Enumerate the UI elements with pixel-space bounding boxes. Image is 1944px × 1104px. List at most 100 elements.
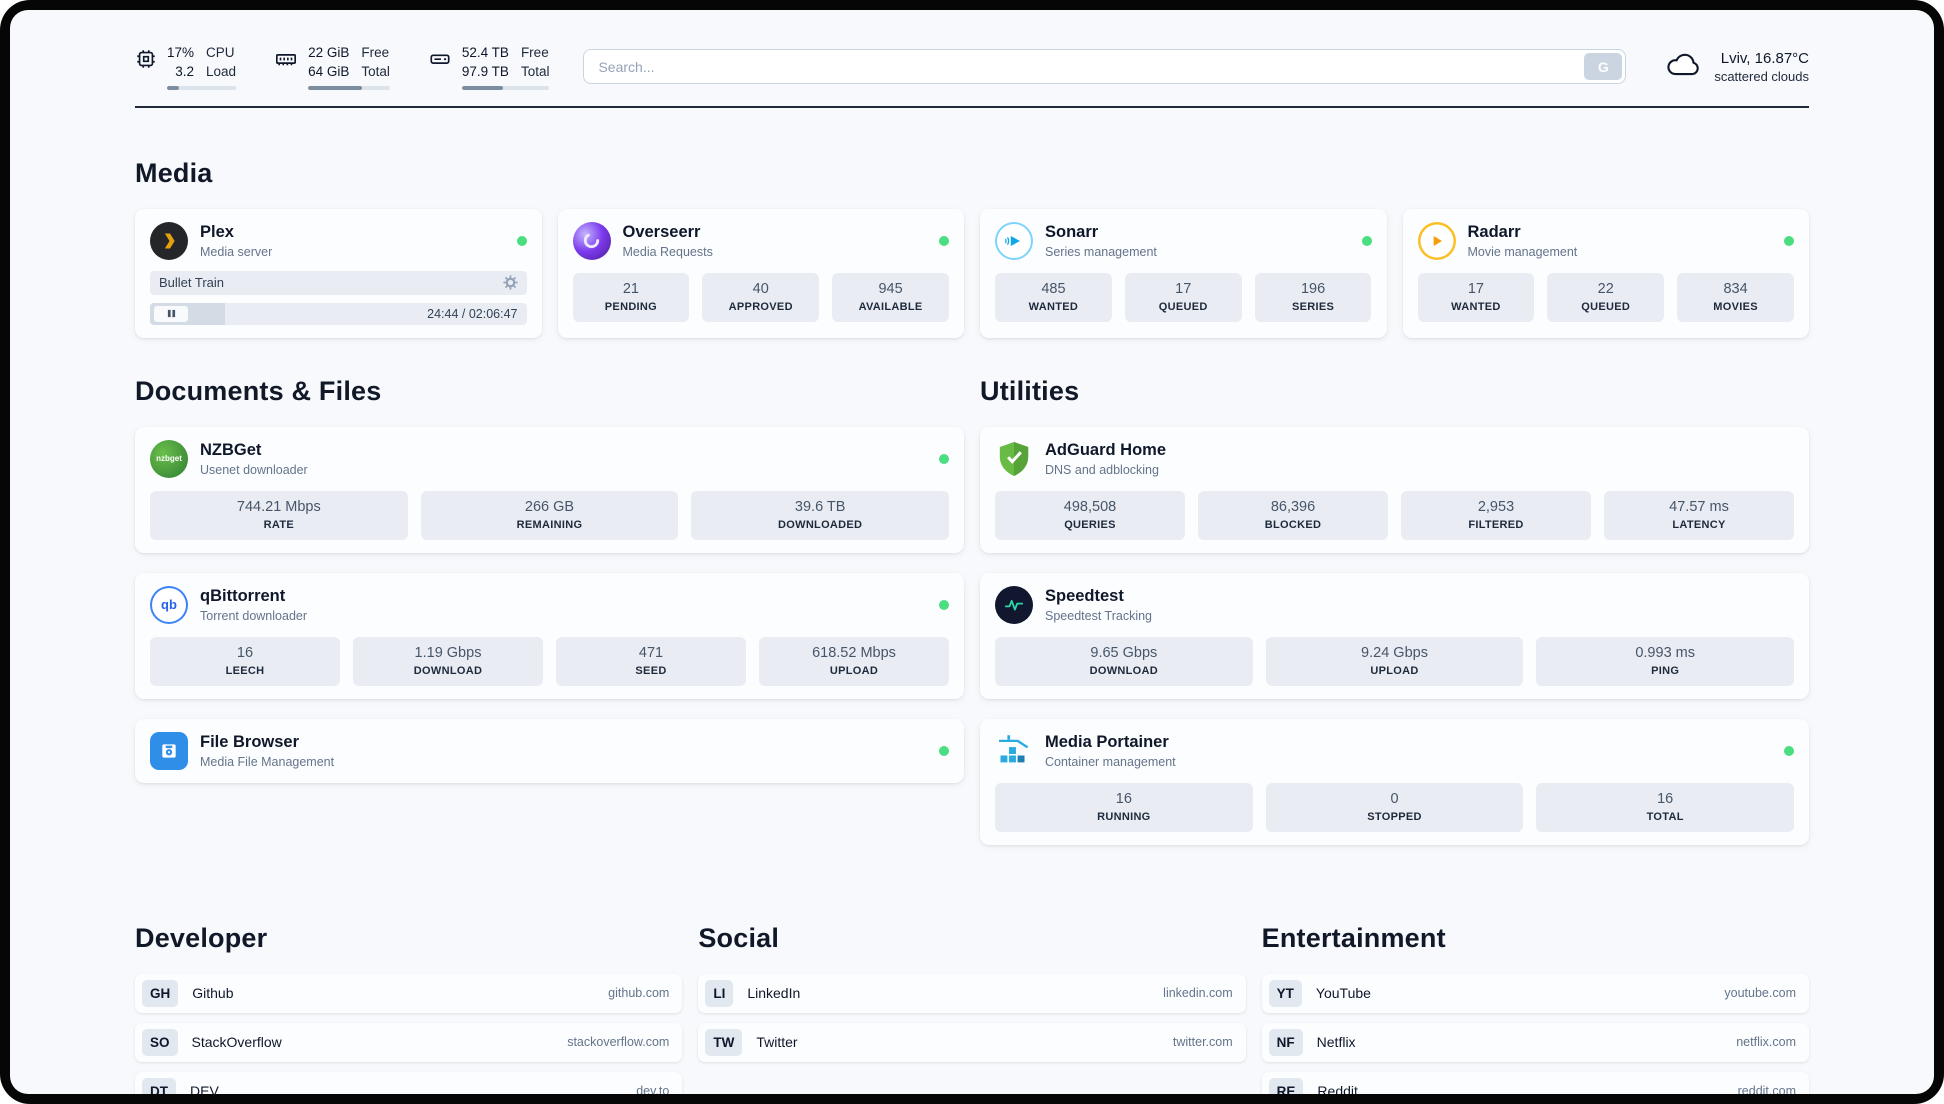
bookmark-abbr: GH	[142, 979, 179, 1007]
bookmark-github[interactable]: GH Github github.com	[135, 973, 683, 1013]
section-title-social: Social	[698, 922, 780, 953]
search-engine-button[interactable]: G	[1584, 53, 1623, 81]
stat-label: BLOCKED	[1264, 518, 1322, 531]
bookmark-youtube[interactable]: YT YouTube youtube.com	[1261, 973, 1809, 1013]
stat-value: 9.65 Gbps	[1090, 644, 1158, 661]
playback-time: 24:44 / 02:06:47	[427, 306, 518, 321]
overseerr-icon	[572, 221, 611, 260]
cpu-chip-icon	[135, 48, 157, 75]
plex-card[interactable]: Plex Media server Bullet Train	[135, 208, 542, 338]
bookmark-stackoverflow[interactable]: SO StackOverflow stackoverflow.com	[135, 1022, 683, 1062]
pause-button[interactable]	[154, 305, 188, 322]
app-name: Radarr	[1467, 222, 1521, 241]
dashboard-page: 17% 3.2 CPU Load	[10, 10, 1934, 1094]
section-title-media: Media	[135, 157, 213, 188]
plex-icon	[150, 221, 188, 260]
bookmark-url: stackoverflow.com	[567, 1035, 670, 1050]
settings-gear-icon[interactable]	[502, 275, 518, 290]
app-subtitle: DNS and adblocking	[1045, 462, 1159, 477]
search-bar: G	[583, 49, 1627, 85]
stat-label: MOVIES	[1713, 300, 1758, 313]
status-dot	[1784, 745, 1794, 756]
app-subtitle: Speedtest Tracking	[1045, 608, 1153, 623]
nzbget-icon: nzbget	[150, 439, 188, 478]
disk-values: 52.4 TB 97.9 TB	[461, 45, 509, 79]
stat-value: 945	[878, 280, 903, 297]
section-title-utilities: Utilities	[980, 375, 1080, 406]
ram-usage-bar	[308, 85, 390, 90]
now-playing-row: Bullet Train	[150, 270, 527, 295]
status-dot	[939, 453, 949, 464]
status-dot	[939, 599, 949, 610]
stat-tile: 0.993 ms PING	[1536, 636, 1795, 686]
bookmark-abbr: YT	[1268, 979, 1302, 1007]
stat-label: PING	[1651, 664, 1680, 677]
stat-tile: 17 WANTED	[1417, 272, 1535, 322]
filebrowser-icon	[150, 731, 188, 770]
stat-tile: 2,953 FILTERED	[1401, 490, 1591, 540]
stat-tile: 39.6 TB DOWNLOADED	[691, 490, 950, 540]
stat-label: QUERIES	[1064, 518, 1116, 531]
adguard-card[interactable]: AdGuard Home DNS and adblocking 498,508 …	[980, 426, 1809, 553]
search-input[interactable]	[583, 49, 1627, 85]
stat-tile: 1.19 Gbps DOWNLOAD	[353, 636, 543, 686]
stat-tile: 9.65 Gbps DOWNLOAD	[995, 636, 1253, 686]
stat-tile: 0 STOPPED	[1265, 782, 1524, 832]
weather-widget[interactable]: Lviv, 16.87°C scattered clouds	[1664, 49, 1809, 84]
bookmark-netflix[interactable]: NF Netflix netflix.com	[1261, 1022, 1809, 1062]
cpu-values: 17% 3.2	[167, 45, 195, 79]
nzbget-card[interactable]: nzbget NZBGet Usenet downloader 744.21 M…	[135, 426, 964, 553]
media-grid: Plex Media server Bullet Train	[135, 208, 1809, 338]
stat-tile: 196 SERIES	[1254, 272, 1372, 322]
stat-label: UPLOAD	[1370, 664, 1419, 677]
stat-tile: 16 LEECH	[150, 636, 340, 686]
app-name: Overseerr	[622, 222, 701, 241]
cloud-icon	[1664, 49, 1704, 84]
stat-label: FILTERED	[1468, 518, 1524, 531]
speedtest-card[interactable]: Speedtest Speedtest Tracking 9.65 Gbps D…	[980, 572, 1809, 699]
radarr-card[interactable]: Radarr Movie management 17 WANTED 22 QUE…	[1402, 208, 1809, 338]
stat-value: 834	[1723, 280, 1748, 297]
stat-label: LEECH	[225, 664, 265, 677]
stat-value: 471	[638, 644, 664, 661]
stat-tile: 618.52 Mbps UPLOAD	[759, 636, 949, 686]
portainer-card[interactable]: Media Portainer Container management 16 …	[980, 718, 1809, 845]
app-subtitle: Media server	[200, 244, 273, 259]
stat-label: RATE	[263, 518, 294, 531]
filebrowser-card[interactable]: File Browser Media File Management	[135, 718, 964, 783]
bookmark-name: DEV	[190, 1083, 219, 1094]
stat-tile: 16 RUNNING	[995, 782, 1253, 832]
ram-labels: Free Total	[361, 45, 390, 79]
section-title-documents: Documents & Files	[135, 375, 382, 406]
stat-label: WANTED	[1028, 300, 1079, 313]
bookmark-abbr: LI	[705, 979, 734, 1007]
bookmark-twitter[interactable]: TW Twitter twitter.com	[698, 1022, 1246, 1062]
app-subtitle: Media File Management	[200, 754, 335, 769]
bookmark-dev[interactable]: DT DEV dev.to	[135, 1071, 683, 1094]
sonarr-card[interactable]: Sonarr Series management 485 WANTED 17 Q…	[980, 208, 1387, 338]
stat-label: TOTAL	[1646, 810, 1684, 823]
overseerr-card[interactable]: Overseerr Media Requests 21 PENDING 40 A…	[557, 208, 964, 338]
utilities-column: Utilities AdGuard Home DNS and adblockin…	[980, 376, 1809, 865]
bookmark-reddit[interactable]: RE Reddit reddit.com	[1261, 1071, 1809, 1094]
bookmark-name: Netflix	[1316, 1034, 1356, 1051]
stat-value: 47.57 ms	[1669, 498, 1729, 515]
bookmark-abbr: RE	[1268, 1077, 1304, 1094]
stat-value: 618.52 Mbps	[812, 644, 896, 661]
cpu-labels: CPU Load	[206, 45, 237, 79]
qbittorrent-card[interactable]: qb qBittorrent Torrent downloader 16 LEE…	[135, 572, 964, 699]
status-dot	[1784, 235, 1794, 246]
bookmark-abbr: DT	[142, 1077, 176, 1094]
cpu-usage-bar	[167, 85, 237, 90]
bookmark-linkedin[interactable]: LI LinkedIn linkedin.com	[698, 973, 1246, 1013]
stat-label: STOPPED	[1367, 810, 1422, 823]
bookmark-url: youtube.com	[1724, 986, 1796, 1001]
bookmark-name: Twitter	[756, 1034, 798, 1051]
bookmark-url: reddit.com	[1737, 1084, 1796, 1094]
stat-value: 16	[1657, 790, 1674, 807]
playback-progress[interactable]: 24:44 / 02:06:47	[150, 302, 527, 325]
bookmark-name: StackOverflow	[191, 1034, 282, 1051]
stat-label: PENDING	[604, 300, 658, 313]
stat-value: 196	[1300, 280, 1326, 297]
